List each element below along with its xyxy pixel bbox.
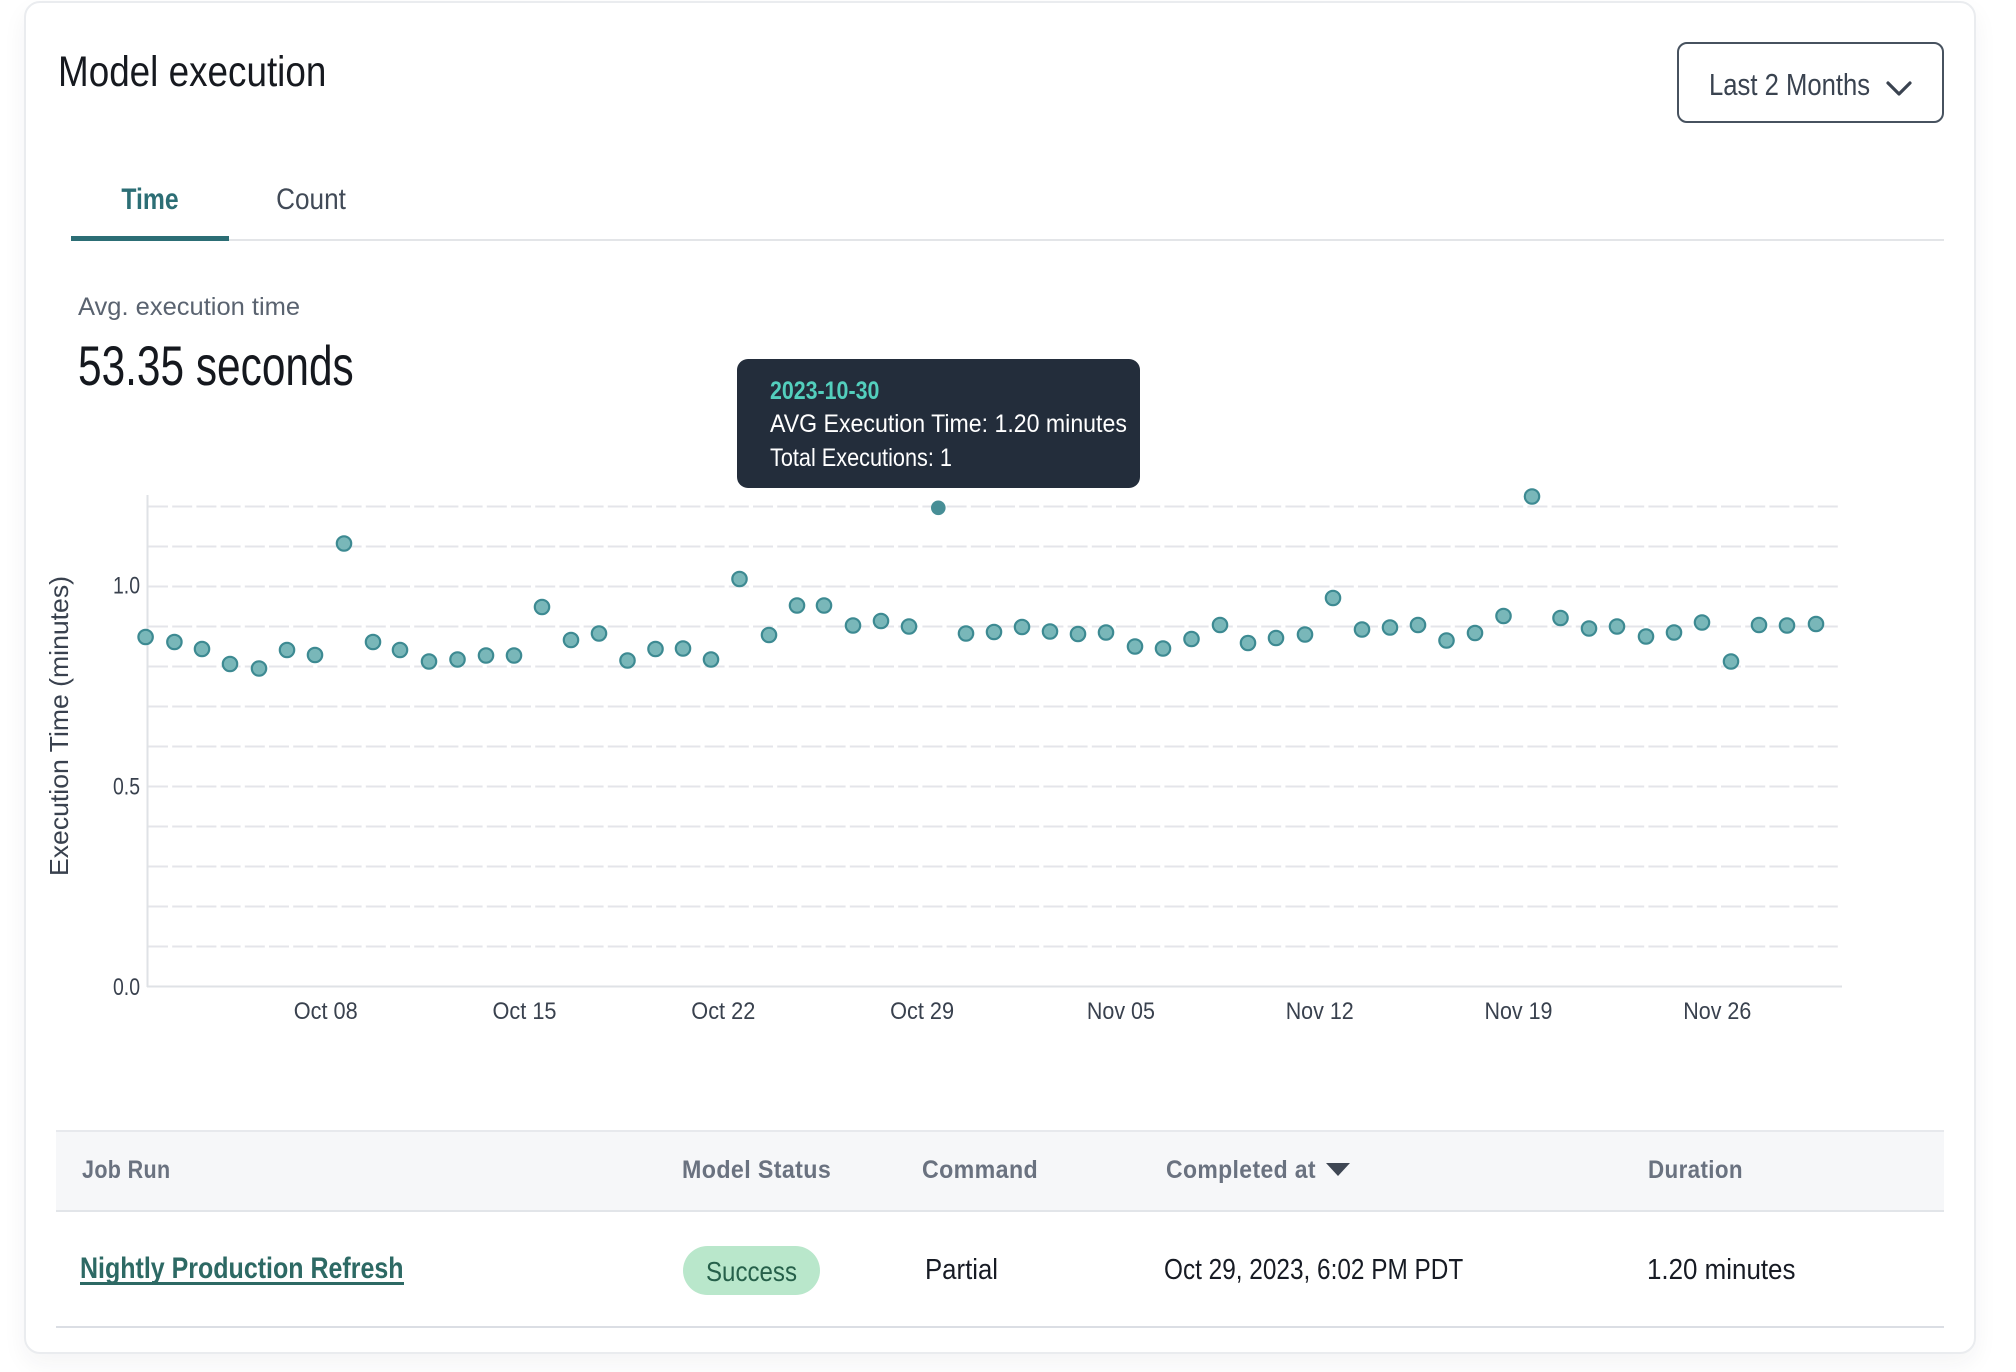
- svg-text:Nov 19: Nov 19: [1485, 998, 1553, 1025]
- svg-text:Oct 15: Oct 15: [493, 998, 557, 1025]
- svg-text:0.5: 0.5: [113, 773, 140, 800]
- svg-text:Oct 22: Oct 22: [691, 998, 755, 1025]
- svg-text:Nov 26: Nov 26: [1683, 998, 1751, 1025]
- svg-text:Nov 12: Nov 12: [1286, 998, 1354, 1025]
- svg-text:Execution Time (minutes): Execution Time (minutes): [44, 576, 74, 876]
- svg-text:0.0: 0.0: [113, 974, 140, 1001]
- svg-text:Nov 05: Nov 05: [1087, 998, 1155, 1025]
- svg-text:Oct 29: Oct 29: [890, 998, 954, 1025]
- svg-text:1.0: 1.0: [113, 572, 140, 599]
- svg-text:Oct 08: Oct 08: [294, 998, 358, 1025]
